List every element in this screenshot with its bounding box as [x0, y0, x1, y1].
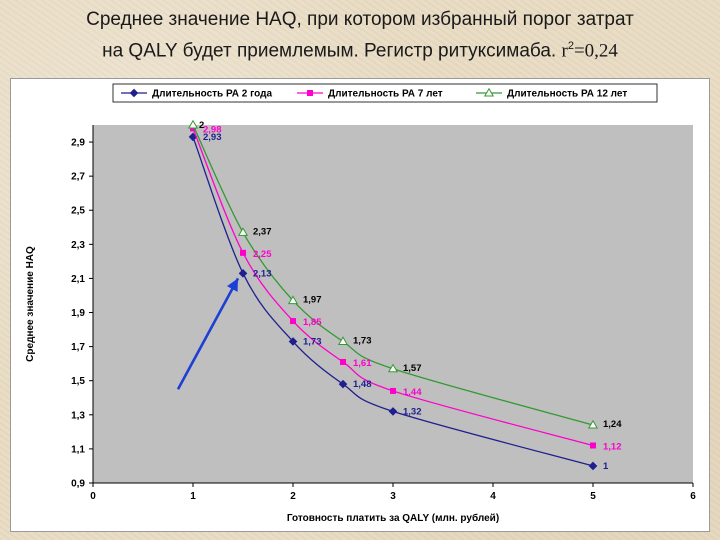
data-point-square	[340, 358, 346, 365]
data-label: 1	[603, 461, 609, 472]
data-point-triangle	[187, 119, 199, 129]
data-label: 1,48	[353, 379, 372, 390]
data-point-square	[290, 318, 296, 325]
data-label: 1,61	[353, 358, 372, 369]
series-line	[192, 124, 594, 426]
series-1	[188, 132, 598, 471]
series-3	[187, 119, 599, 429]
title-line-1: Среднее значение HAQ, при котором избран…	[86, 9, 634, 30]
legend-item-2: Длительность РА 7 лет	[297, 89, 443, 100]
data-point-diamond	[338, 379, 348, 389]
series-line	[192, 128, 594, 447]
data-point-square	[240, 249, 246, 256]
data-label: 1,73	[353, 336, 372, 347]
arrow-head	[227, 278, 238, 292]
legend-item-1: Длительность РА 2 года	[121, 89, 272, 100]
data-label: 1,12	[603, 441, 622, 452]
data-point-triangle	[483, 87, 495, 97]
data-point-triangle	[337, 336, 349, 346]
arrow-shaft	[176, 277, 240, 390]
x-tick-label: 5	[590, 491, 596, 502]
title-eq: =0,24	[573, 40, 618, 62]
title-r: r	[561, 40, 568, 62]
data-point-square	[590, 442, 596, 449]
y-tick-label: 2,5	[71, 206, 85, 217]
data-label: 2,25	[253, 249, 272, 260]
data-label: 1,57	[403, 363, 422, 374]
data-label: 2,37	[253, 226, 272, 237]
x-tick-label: 1	[190, 491, 196, 502]
x-tick-label: 6	[690, 491, 696, 502]
y-tick-label: 2,3	[71, 240, 85, 251]
data-label: 2	[199, 120, 204, 131]
arrow-annotation	[176, 277, 240, 390]
legend-label: Длительность РА 2 года	[152, 89, 272, 100]
legend-box	[112, 83, 658, 103]
series-layer	[187, 119, 599, 471]
y-tick-label: 2,7	[71, 172, 85, 183]
x-axis-title: Готовность платить за QALY (млн. рублей)	[287, 512, 499, 524]
data-label: 1,97	[303, 295, 322, 306]
y-tick-label: 1,1	[71, 444, 85, 455]
y-tick-label: 1,5	[71, 376, 85, 387]
y-axis-title: Среднее значение HAQ	[25, 246, 36, 362]
y-tick-label: 1,9	[71, 308, 85, 319]
data-labels: 2,93 2,13 1,73 1,48 1,32 1 2,98 2,25 1,85 1,61 1,4…	[199, 120, 622, 472]
data-label: 2,13	[253, 268, 272, 279]
data-point-diamond	[238, 269, 248, 278]
data-point-square	[307, 90, 313, 96]
data-point-square	[390, 387, 396, 394]
y-tick-label: 2,9	[71, 138, 85, 149]
data-point-triangle	[287, 295, 299, 305]
data-point-diamond	[129, 88, 139, 98]
y-tick-label: 0,9	[71, 479, 85, 490]
data-point-diamond	[388, 407, 398, 416]
x-tick-label: 3	[390, 491, 396, 502]
data-label: 1,73	[303, 337, 322, 348]
data-label: 1,44	[403, 387, 422, 398]
slide-title: Среднее значение HAQ, при котором избран…	[0, 6, 720, 64]
title-line-2-text: на QALY будет приемлемым. Регистр ритукс…	[102, 40, 562, 62]
data-point-diamond	[288, 337, 298, 346]
data-label: 1,32	[403, 406, 422, 417]
y-tick-label: 1,7	[71, 342, 85, 353]
title-line-2: на QALY будет приемлемым. Регистр ритукс…	[0, 33, 720, 64]
legend-item-3: Длительность РА 12 лет	[476, 87, 627, 100]
data-label: 1,24	[603, 419, 622, 430]
legend: Длительность РА 2 года Длительность РА 7 …	[112, 83, 658, 103]
data-point-triangle	[587, 419, 599, 429]
data-label: 2,98	[203, 124, 222, 135]
data-point-triangle	[237, 227, 249, 236]
x-tick-label: 0	[90, 491, 96, 502]
legend-label: Длительность РА 12 лет	[507, 89, 627, 100]
x-tick-label: 4	[490, 491, 496, 502]
chart-frame: Длительность РА 2 года Длительность РА 7 …	[10, 78, 710, 532]
y-tick-label: 1,3	[71, 410, 85, 421]
haq-chart: Длительность РА 2 года Длительность РА 7 …	[25, 83, 696, 524]
x-tick-label: 2	[290, 491, 296, 502]
data-point-diamond	[588, 461, 598, 471]
data-label: 2,93	[203, 132, 222, 143]
legend-label: Длительность РА 7 лет	[328, 89, 443, 100]
data-point-triangle	[387, 363, 399, 373]
axes-layer: 0,9 1,1 1,3 1,5 1,7 1,9 2,1 2,3 2,5 2,7 2,9 0 1 2 3 4 5 6…	[25, 125, 696, 524]
y-tick-label: 2,1	[71, 274, 85, 285]
data-label: 1,85	[303, 317, 322, 328]
series-line	[192, 136, 594, 467]
title-sup: 2	[567, 40, 574, 52]
